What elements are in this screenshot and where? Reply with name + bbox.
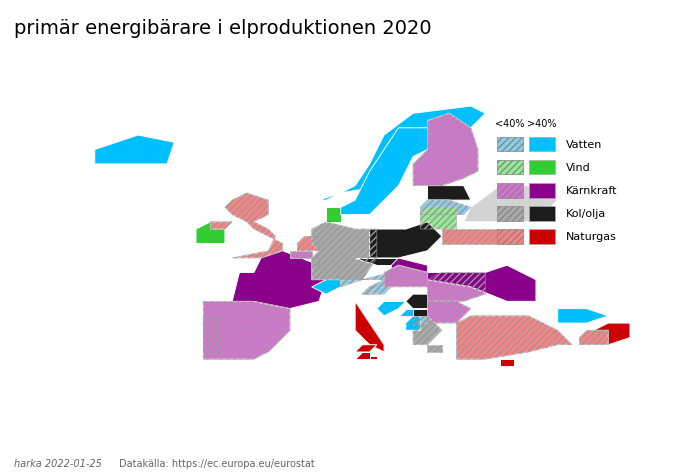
Polygon shape bbox=[558, 309, 608, 323]
Text: <40%: <40% bbox=[496, 119, 525, 129]
FancyBboxPatch shape bbox=[497, 184, 523, 198]
Polygon shape bbox=[232, 251, 326, 309]
Polygon shape bbox=[428, 266, 536, 302]
Polygon shape bbox=[326, 208, 341, 222]
Text: >40%: >40% bbox=[527, 119, 556, 129]
Polygon shape bbox=[456, 316, 572, 359]
Polygon shape bbox=[391, 258, 428, 273]
Text: Vatten: Vatten bbox=[566, 139, 602, 149]
Polygon shape bbox=[225, 193, 283, 258]
FancyBboxPatch shape bbox=[497, 207, 523, 221]
Polygon shape bbox=[304, 107, 485, 201]
Polygon shape bbox=[290, 251, 312, 258]
FancyBboxPatch shape bbox=[528, 160, 554, 175]
Polygon shape bbox=[398, 309, 413, 316]
Polygon shape bbox=[319, 302, 384, 352]
Polygon shape bbox=[500, 359, 514, 367]
Polygon shape bbox=[355, 258, 398, 266]
Polygon shape bbox=[406, 295, 428, 309]
FancyBboxPatch shape bbox=[497, 160, 523, 175]
Text: Kärnkraft: Kärnkraft bbox=[566, 186, 617, 196]
Polygon shape bbox=[463, 186, 558, 222]
Polygon shape bbox=[203, 302, 290, 359]
Polygon shape bbox=[312, 280, 341, 295]
Text: Datakälla: https://ec.europa.eu/eurostat: Datakälla: https://ec.europa.eu/eurostat bbox=[119, 457, 315, 467]
Polygon shape bbox=[355, 352, 370, 359]
Polygon shape bbox=[341, 273, 391, 288]
Text: Naturgas: Naturgas bbox=[566, 232, 616, 242]
Polygon shape bbox=[420, 208, 456, 229]
Polygon shape bbox=[370, 356, 377, 359]
FancyBboxPatch shape bbox=[528, 230, 554, 244]
Polygon shape bbox=[406, 316, 420, 331]
Polygon shape bbox=[211, 222, 232, 229]
Polygon shape bbox=[442, 229, 500, 244]
Polygon shape bbox=[471, 273, 485, 288]
Polygon shape bbox=[413, 114, 478, 186]
Polygon shape bbox=[413, 316, 442, 345]
Polygon shape bbox=[428, 345, 442, 352]
FancyBboxPatch shape bbox=[497, 230, 523, 244]
Polygon shape bbox=[312, 258, 319, 266]
Text: harka 2022-01-25: harka 2022-01-25 bbox=[14, 457, 102, 467]
Polygon shape bbox=[370, 222, 442, 258]
Text: Kol/olja: Kol/olja bbox=[566, 209, 606, 219]
Polygon shape bbox=[203, 316, 218, 352]
Polygon shape bbox=[428, 273, 485, 302]
Text: Vind: Vind bbox=[566, 163, 590, 173]
Polygon shape bbox=[580, 331, 608, 345]
Polygon shape bbox=[298, 237, 319, 251]
Polygon shape bbox=[312, 222, 377, 280]
Polygon shape bbox=[413, 316, 428, 323]
FancyBboxPatch shape bbox=[497, 138, 523, 152]
FancyBboxPatch shape bbox=[528, 207, 554, 221]
FancyBboxPatch shape bbox=[528, 184, 554, 198]
Polygon shape bbox=[196, 222, 225, 244]
Polygon shape bbox=[341, 129, 442, 215]
Polygon shape bbox=[355, 345, 377, 352]
Polygon shape bbox=[384, 266, 428, 288]
Polygon shape bbox=[377, 302, 406, 316]
Polygon shape bbox=[363, 288, 391, 295]
FancyBboxPatch shape bbox=[528, 138, 554, 152]
Polygon shape bbox=[428, 302, 471, 323]
Polygon shape bbox=[363, 280, 384, 295]
Polygon shape bbox=[594, 323, 630, 345]
Polygon shape bbox=[413, 309, 428, 316]
Text: primär energibärare i elproduktionen 2020: primär energibärare i elproduktionen 202… bbox=[14, 19, 432, 38]
Polygon shape bbox=[428, 186, 471, 201]
Polygon shape bbox=[420, 201, 471, 215]
Polygon shape bbox=[94, 136, 174, 165]
